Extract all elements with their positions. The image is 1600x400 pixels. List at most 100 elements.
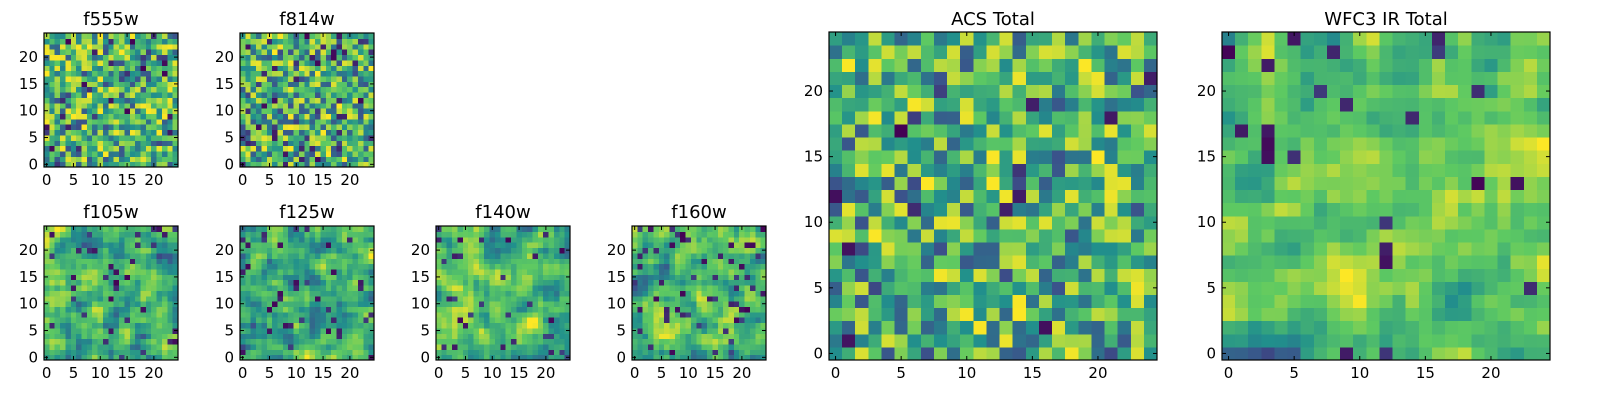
heatmap-cell — [1104, 150, 1119, 164]
heatmap-cell — [135, 349, 142, 356]
heatmap-cell — [744, 354, 751, 361]
heatmap-cell — [102, 102, 109, 109]
heatmap-cell — [441, 306, 448, 313]
heatmap-cell — [894, 45, 909, 59]
heatmap-cell — [167, 327, 174, 334]
heatmap-cell — [172, 140, 179, 147]
heatmap-cell — [363, 86, 370, 93]
heatmap-cell — [1523, 307, 1538, 322]
heatmap-cell — [658, 317, 665, 324]
heatmap-cell — [266, 338, 273, 345]
heatmap-cell — [701, 231, 708, 238]
heatmap-cell — [1379, 346, 1394, 361]
heatmap-cell — [266, 118, 273, 125]
heatmap-cell — [325, 322, 332, 329]
heatmap-cell — [256, 124, 263, 131]
heatmap-cell — [1471, 307, 1485, 322]
heatmap-cell — [341, 97, 348, 104]
heatmap-cell — [86, 301, 93, 307]
heatmap-cell — [680, 343, 687, 350]
heatmap-cell — [744, 258, 751, 265]
heatmap-cell — [1261, 163, 1276, 177]
heatmap-cell — [245, 247, 252, 254]
heatmap-cell — [436, 311, 442, 318]
heatmap-cell — [331, 75, 338, 82]
heatmap-cell — [145, 263, 152, 270]
heatmap-cell — [1052, 176, 1066, 191]
heatmap-cell — [288, 231, 295, 238]
heatmap-cell — [446, 354, 453, 361]
heatmap-cell — [135, 59, 142, 66]
heatmap-cell — [690, 236, 697, 243]
heatmap-cell — [288, 349, 295, 356]
heatmap-cell — [282, 263, 289, 270]
heatmap-cell — [712, 343, 719, 350]
heatmap-cell — [341, 231, 348, 238]
heatmap-cell — [669, 242, 676, 249]
heatmap-cell — [907, 176, 922, 191]
heatmap-cell — [65, 150, 72, 157]
x-tick-label: 5 — [69, 364, 79, 382]
heatmap-cell — [368, 333, 375, 340]
heatmap-cell — [494, 284, 501, 291]
heatmap-cell — [701, 263, 708, 270]
heatmap-cell — [309, 236, 316, 243]
heatmap-cell — [54, 327, 61, 334]
heatmap-cell — [108, 301, 115, 307]
heatmap-cell — [341, 226, 348, 232]
heatmap-cell — [282, 134, 289, 141]
heatmap-cell — [733, 258, 740, 265]
heatmap-cell — [172, 150, 179, 157]
heatmap-cell — [1458, 255, 1472, 269]
heatmap-cell — [245, 118, 252, 125]
heatmap-cell — [457, 284, 464, 291]
heatmap-cell — [658, 263, 665, 270]
heatmap-cell — [161, 156, 168, 163]
heatmap-cell — [1235, 333, 1249, 348]
heatmap-cell — [129, 263, 136, 270]
heatmap-cell — [145, 295, 152, 302]
heatmap-cell — [70, 284, 77, 291]
heatmap-cell — [266, 252, 273, 259]
heatmap-cell — [1143, 123, 1158, 138]
heatmap-cell — [717, 258, 724, 265]
heatmap-cell — [701, 333, 708, 340]
heatmap-cell — [653, 306, 660, 313]
heatmap-cell — [1117, 189, 1132, 204]
heatmap-cell — [690, 306, 697, 313]
heatmap-cell — [102, 33, 109, 39]
heatmap-cell — [1471, 294, 1485, 309]
heatmap-cell — [60, 70, 67, 77]
heatmap-cell — [511, 338, 517, 345]
heatmap-cell — [489, 258, 496, 265]
heatmap-cell — [1012, 281, 1027, 295]
heatmap-cell — [674, 284, 681, 291]
heatmap-cell — [266, 108, 273, 114]
heatmap-cell — [161, 295, 168, 302]
heatmap-cell — [543, 247, 550, 254]
heatmap-cell — [564, 263, 571, 270]
heatmap-cell — [1025, 281, 1040, 295]
heatmap-cell — [54, 134, 61, 141]
heatmap-cell — [1313, 268, 1328, 282]
heatmap-cell — [102, 343, 109, 350]
heatmap-cell — [240, 268, 246, 275]
heatmap-cell — [564, 284, 571, 291]
heatmap-cell — [60, 343, 67, 350]
heatmap-cell — [331, 97, 338, 104]
heatmap-cell — [272, 156, 279, 163]
heatmap-cell — [707, 236, 713, 243]
heatmap-cell — [341, 333, 348, 340]
heatmap-cell — [690, 268, 697, 275]
heatmap-cell — [733, 284, 740, 291]
heatmap-cell — [484, 317, 491, 324]
heatmap-cell — [145, 161, 152, 168]
heatmap-cell — [320, 311, 327, 318]
heatmap-cell — [124, 65, 131, 72]
heatmap-cell — [1418, 215, 1433, 230]
heatmap-cell — [494, 343, 501, 350]
heatmap-cell — [49, 145, 56, 152]
y-tick-label: 5 — [420, 322, 430, 340]
heatmap-cell — [712, 295, 719, 302]
heatmap-cell — [320, 38, 327, 45]
